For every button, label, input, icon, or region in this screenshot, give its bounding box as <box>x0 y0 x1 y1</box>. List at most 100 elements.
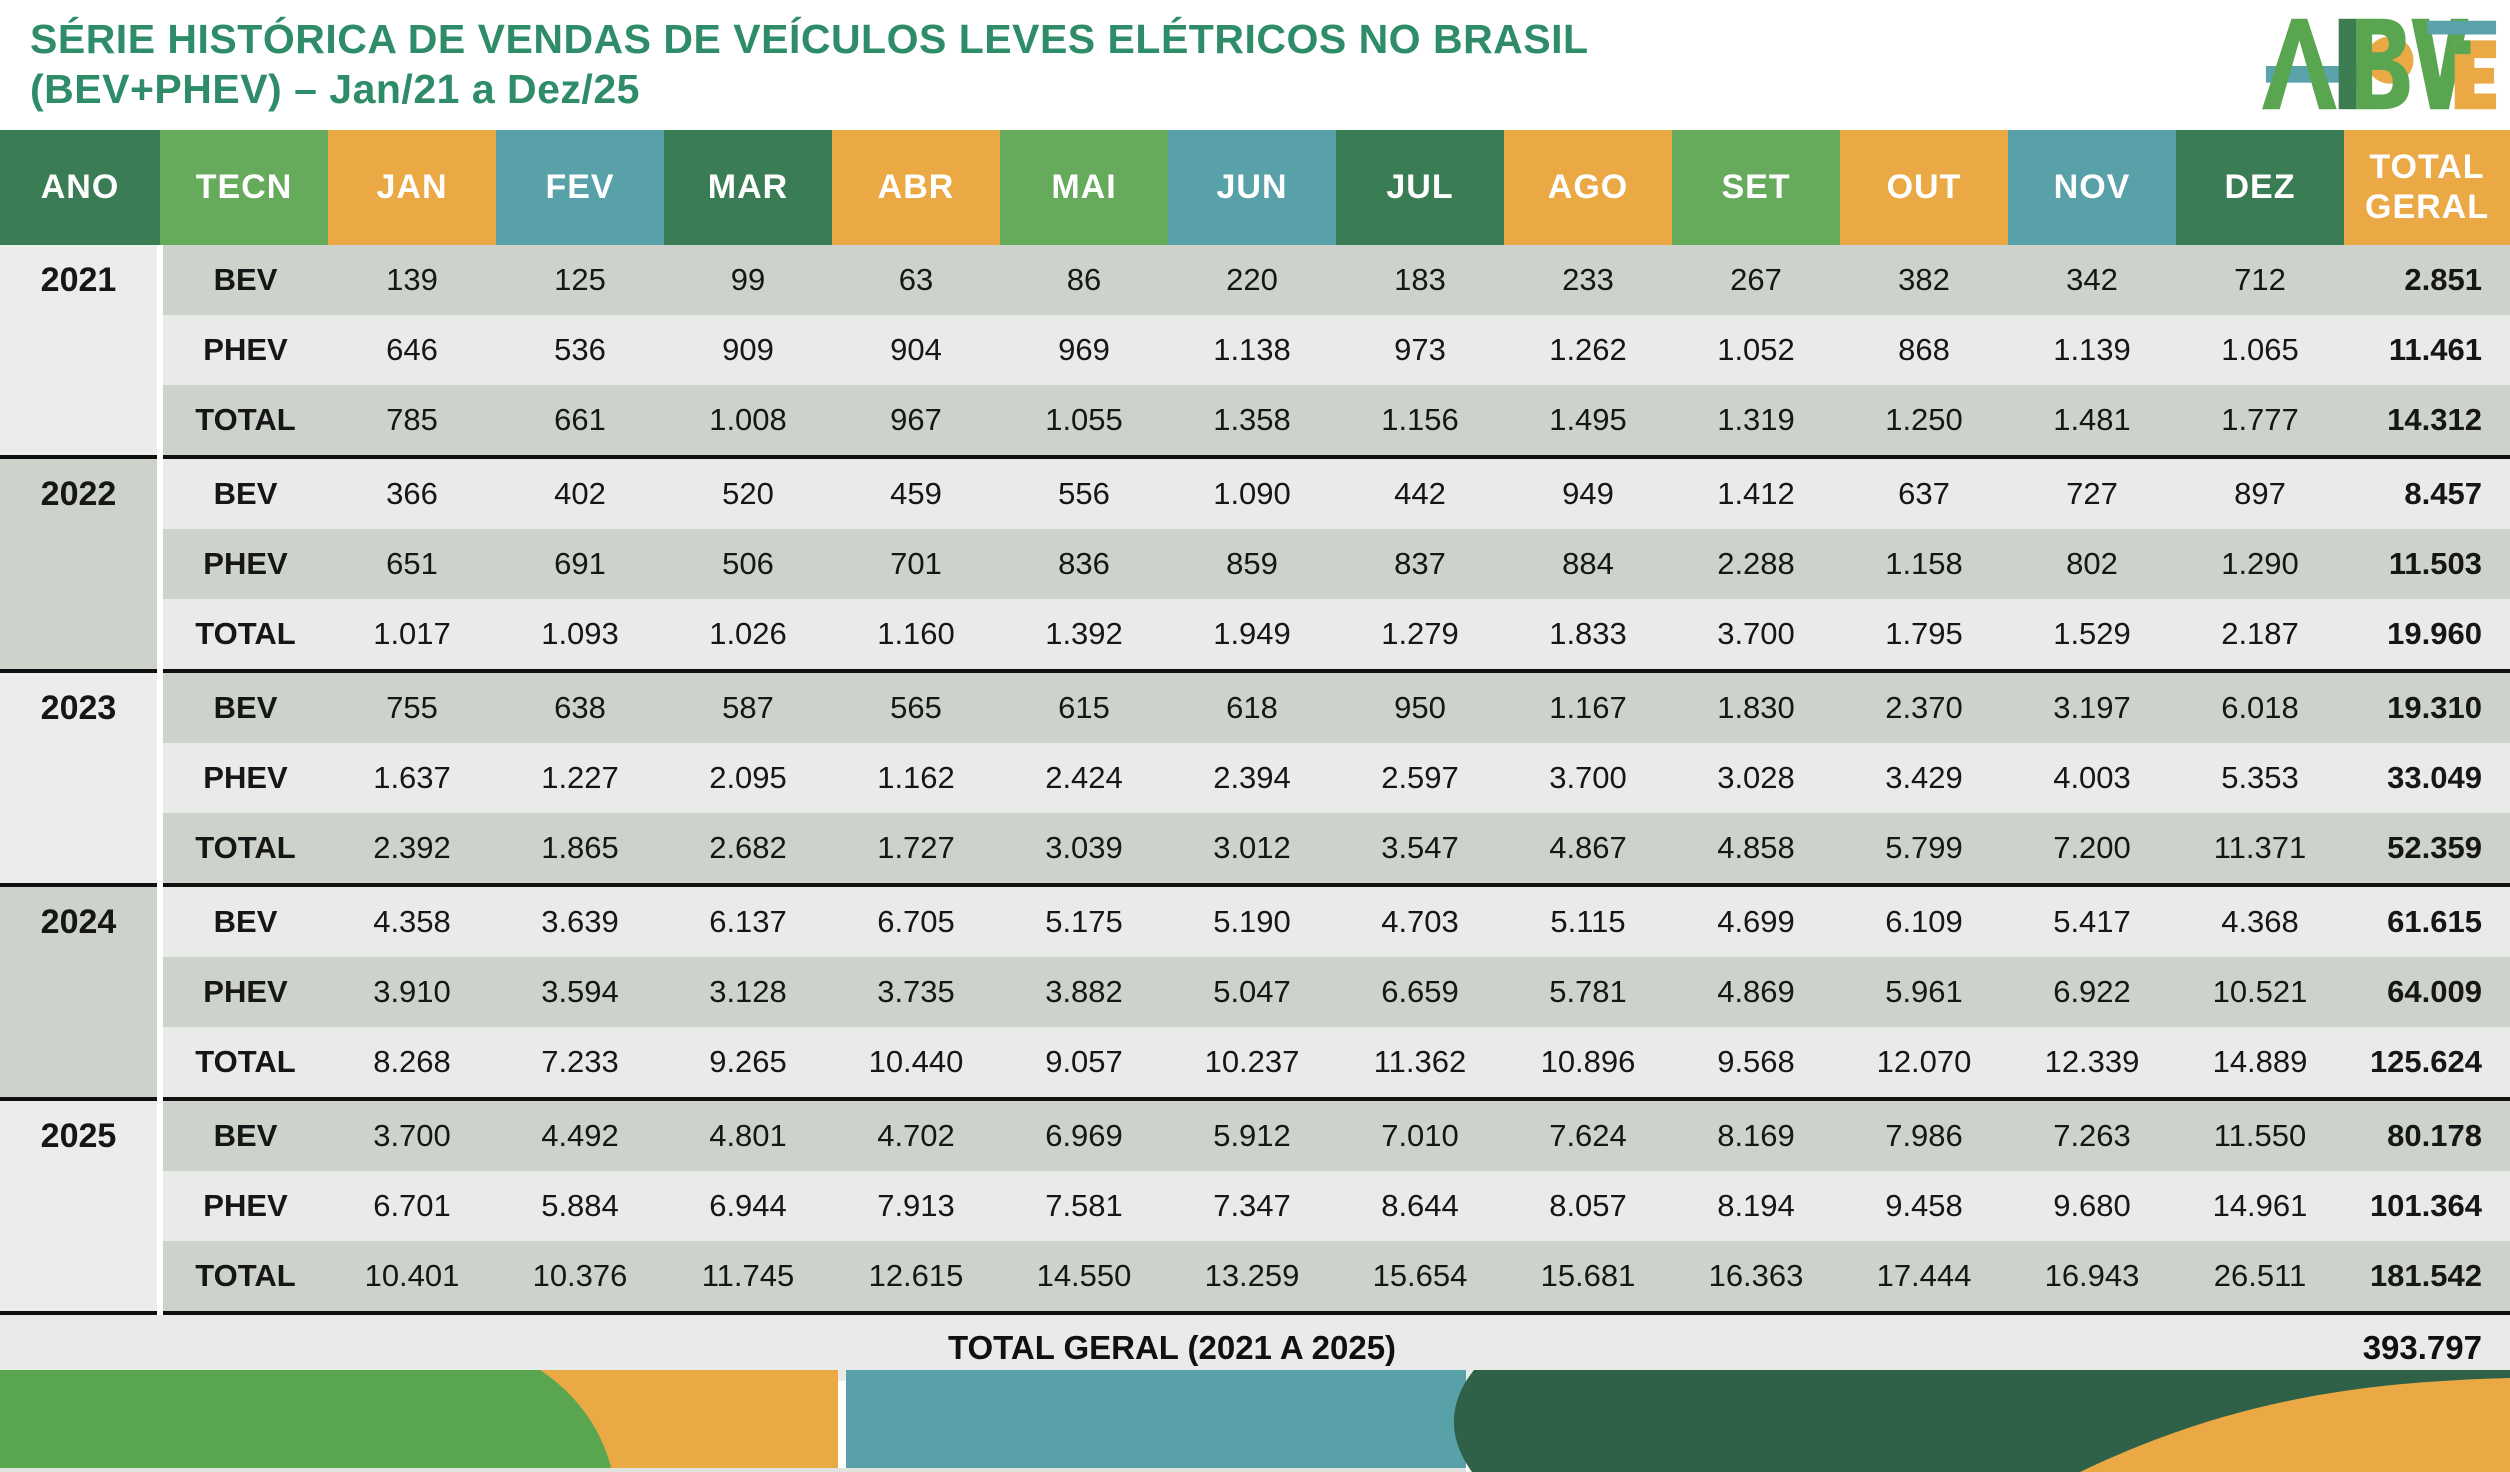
table-row-2023-bev: 2023 BEV 755 638 587 565 615 618 950 1.167 1.830 2.… <box>0 669 2510 885</box>
value-cell-nov: 7.263 <box>2008 1097 2176 1171</box>
value-cell-nov: 342 <box>2008 245 2176 315</box>
logo-letter-b-stem <box>2338 18 2357 110</box>
value-cell-set: 16.363 <box>1672 1241 1840 1313</box>
year-cell-2022: 2022 <box>0 455 163 671</box>
column-header-ago: AGO <box>1504 130 1672 245</box>
value-cell-ago: 15.681 <box>1504 1241 1672 1313</box>
value-cell-out: 382 <box>1840 245 2008 315</box>
value-cell-fev: 1.865 <box>496 813 664 885</box>
value-cell-set: 8.169 <box>1672 1097 1840 1171</box>
value-cell-out: 9.458 <box>1840 1171 2008 1241</box>
value-cell-nov: 3.197 <box>2008 669 2176 743</box>
table-row-2025-phev: PHEV 6.701 5.884 6.944 7.913 7.581 7.347 8.644 8… <box>0 1171 2510 1241</box>
tecn-cell: PHEV <box>160 1171 328 1241</box>
value-cell-ago: 1.262 <box>1504 315 1672 385</box>
value-cell-fev: 3.639 <box>496 883 664 957</box>
value-cell-jul: 973 <box>1336 315 1504 385</box>
value-cell-jun: 5.190 <box>1168 883 1336 957</box>
value-cell-jan: 2.392 <box>328 813 496 885</box>
column-header-mar: MAR <box>664 130 832 245</box>
value-cell-mar: 99 <box>664 245 832 315</box>
value-cell-abr: 701 <box>832 529 1000 599</box>
value-cell-jan: 785 <box>328 385 496 457</box>
value-cell-mai: 3.882 <box>1000 957 1168 1027</box>
value-cell-fev: 1.093 <box>496 599 664 671</box>
value-cell-jul: 4.703 <box>1336 883 1504 957</box>
value-cell-mai: 9.057 <box>1000 1027 1168 1099</box>
value-cell-nov: 5.417 <box>2008 883 2176 957</box>
table-row-2022-total: TOTAL 1.017 1.093 1.026 1.160 1.392 1.949 1.279… <box>0 599 2510 671</box>
value-cell-ago: 4.867 <box>1504 813 1672 885</box>
value-cell-dez: 1.290 <box>2176 529 2344 599</box>
value-cell-abr: 1.727 <box>832 813 1000 885</box>
value-cell-dez: 11.371 <box>2176 813 2344 885</box>
tecn-cell: BEV <box>160 1097 328 1171</box>
value-cell-dez: 1.065 <box>2176 315 2344 385</box>
value-cell-dez: 10.521 <box>2176 957 2344 1027</box>
value-cell-ago: 5.115 <box>1504 883 1672 957</box>
value-cell-jun: 1.358 <box>1168 385 1336 457</box>
value-cell-dez: 26.511 <box>2176 1241 2344 1313</box>
tecn-cell: TOTAL <box>160 385 328 457</box>
value-cell-out: 5.961 <box>1840 957 2008 1027</box>
value-cell-set: 9.568 <box>1672 1027 1840 1099</box>
value-cell-mai: 556 <box>1000 455 1168 529</box>
value-cell-fev: 7.233 <box>496 1027 664 1099</box>
value-cell-fev: 536 <box>496 315 664 385</box>
value-cell-mar: 506 <box>664 529 832 599</box>
column-header-total-geral: TOTAL GERAL <box>2344 130 2510 245</box>
value-cell-nov: 802 <box>2008 529 2176 599</box>
value-cell-jan: 8.268 <box>328 1027 496 1099</box>
column-header-out: OUT <box>1840 130 2008 245</box>
value-cell-ago: 7.624 <box>1504 1097 1672 1171</box>
title-line-1: SÉRIE HISTÓRICA DE VENDAS DE VEÍCULOS LE… <box>30 16 1589 62</box>
value-cell-abr: 1.162 <box>832 743 1000 813</box>
table-row-2024-phev: PHEV 3.910 3.594 3.128 3.735 3.882 5.047 6.659 5… <box>0 957 2510 1027</box>
value-cell-jun: 2.394 <box>1168 743 1336 813</box>
value-cell-jul: 442 <box>1336 455 1504 529</box>
value-cell-dez: 11.550 <box>2176 1097 2344 1171</box>
value-cell-fev: 402 <box>496 455 664 529</box>
tecn-cell: BEV <box>160 455 328 529</box>
value-cell-ago: 949 <box>1504 455 1672 529</box>
value-cell-mai: 969 <box>1000 315 1168 385</box>
value-cell-abr: 4.702 <box>832 1097 1000 1171</box>
value-cell-mai: 14.550 <box>1000 1241 1168 1313</box>
table-row-2025-bev: 2025 BEV 3.700 4.492 4.801 4.702 6.969 5.912 7.0… <box>0 1097 2510 1313</box>
value-cell-dez: 2.187 <box>2176 599 2344 671</box>
value-cell-mai: 836 <box>1000 529 1168 599</box>
value-cell-jul: 6.659 <box>1336 957 1504 1027</box>
value-cell-out: 637 <box>1840 455 2008 529</box>
value-cell-jun: 5.912 <box>1168 1097 1336 1171</box>
value-cell-mar: 587 <box>664 669 832 743</box>
value-cell-mar: 909 <box>664 315 832 385</box>
value-cell-jan: 1.637 <box>328 743 496 813</box>
table-row-2021-phev: PHEV 646 536 909 904 969 1.138 973 1.262 1.052 868… <box>0 315 2510 385</box>
column-header-jul: JUL <box>1336 130 1504 245</box>
value-cell-jan: 651 <box>328 529 496 599</box>
value-cell-set: 1.412 <box>1672 455 1840 529</box>
value-cell-jun: 10.237 <box>1168 1027 1336 1099</box>
logo-letter-b <box>2356 18 2410 110</box>
value-cell-jun: 1.949 <box>1168 599 1336 671</box>
value-cell-ago: 10.896 <box>1504 1027 1672 1099</box>
value-cell-nov: 727 <box>2008 455 2176 529</box>
value-cell-nov: 4.003 <box>2008 743 2176 813</box>
value-cell-fev: 691 <box>496 529 664 599</box>
column-header-fev: FEV <box>496 130 664 245</box>
value-cell-fev: 1.227 <box>496 743 664 813</box>
value-cell-mar: 11.745 <box>664 1241 832 1313</box>
table-row-2025-total: TOTAL 10.401 10.376 11.745 12.615 14.550 13.25… <box>0 1241 2510 1313</box>
value-cell-out: 2.370 <box>1840 669 2008 743</box>
column-header-tecn: TECN <box>160 130 328 245</box>
table-row-2023-total: TOTAL 2.392 1.865 2.682 1.727 3.039 3.012 3.547… <box>0 813 2510 885</box>
value-cell-jun: 859 <box>1168 529 1336 599</box>
tecn-cell: BEV <box>160 669 328 743</box>
abve-logo <box>2262 18 2497 110</box>
value-cell-mar: 4.801 <box>664 1097 832 1171</box>
value-cell-set: 4.699 <box>1672 883 1840 957</box>
column-header-jan: JAN <box>328 130 496 245</box>
row-total-cell: 181.542 <box>2344 1241 2510 1313</box>
value-cell-jun: 3.012 <box>1168 813 1336 885</box>
